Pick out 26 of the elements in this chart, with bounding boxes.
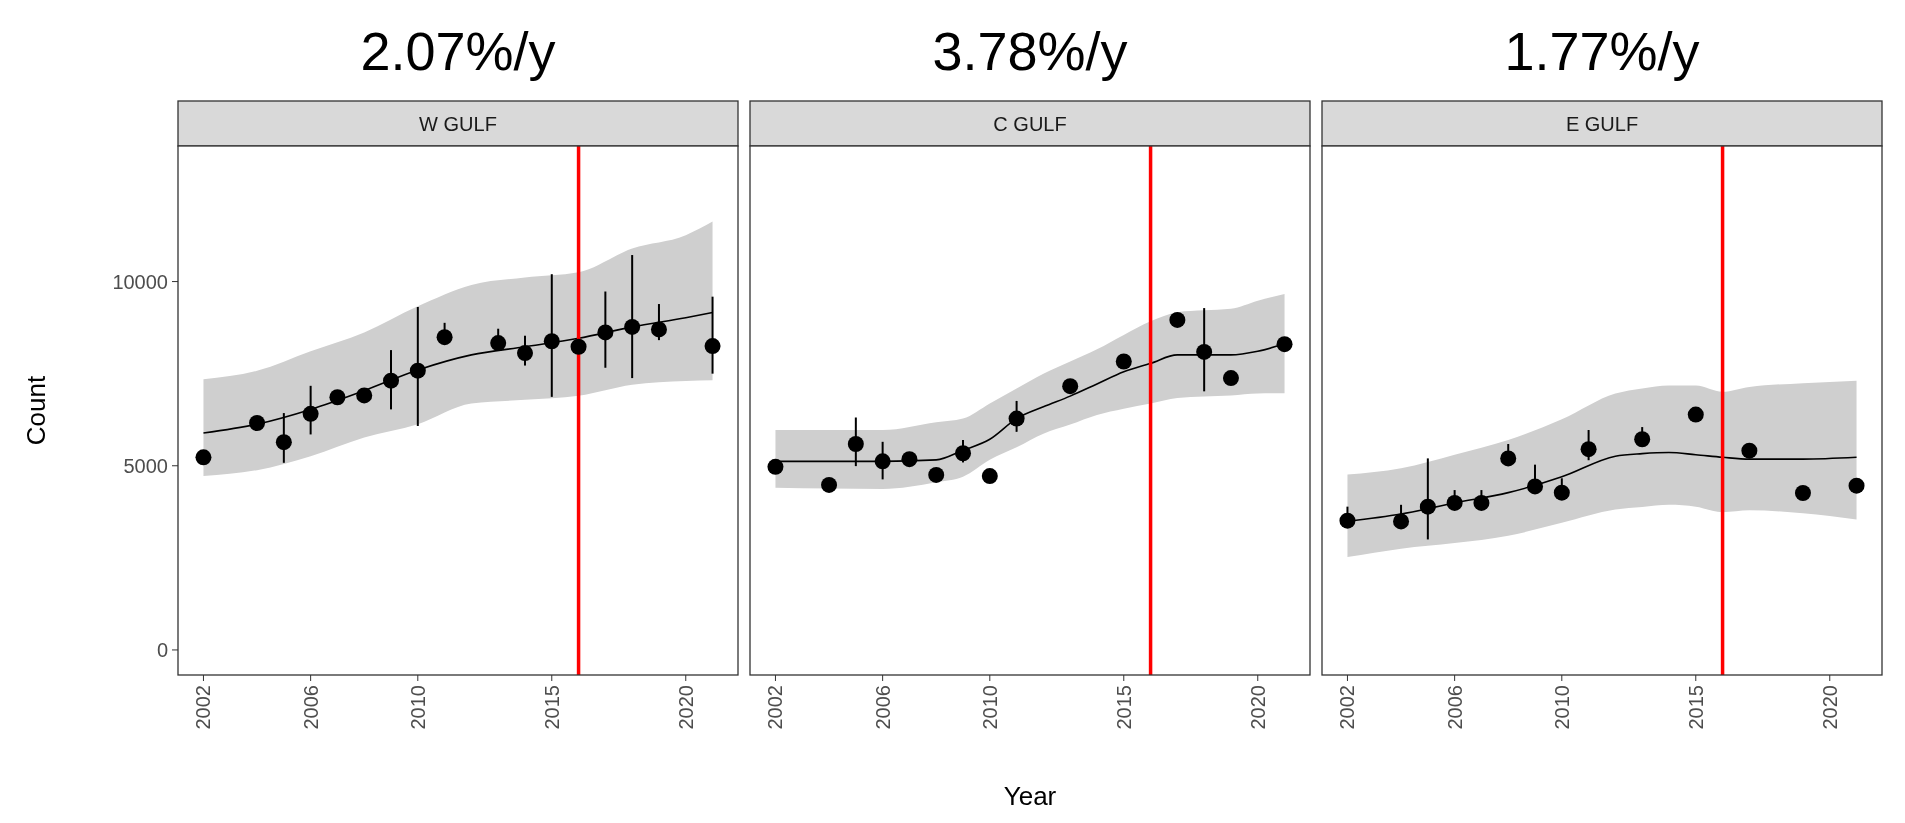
x-tick-label: 2020 xyxy=(674,685,697,730)
x-tick-label: 2015 xyxy=(1684,685,1707,730)
y-tick-label: 0 xyxy=(156,638,168,661)
x-tick-label: 2010 xyxy=(978,685,1001,730)
x-tick-label: 2020 xyxy=(1246,685,1269,730)
x-tick-label: 2006 xyxy=(1443,685,1466,730)
y-tick-label: 5000 xyxy=(123,454,168,477)
x-axis-title: Year xyxy=(1003,781,1057,811)
x-tick-label: 2010 xyxy=(406,685,429,730)
x-tick-label: 2006 xyxy=(871,685,894,730)
y-tick-label: 10000 xyxy=(112,270,168,293)
x-tick-label: 2002 xyxy=(764,685,787,730)
chart-title: 2.07%/y xyxy=(360,21,556,81)
x-tick-label: 2002 xyxy=(1336,685,1359,730)
x-tick-label: 2006 xyxy=(299,685,322,730)
x-tick-label: 2020 xyxy=(1818,685,1841,730)
x-tick-label: 2015 xyxy=(1112,685,1135,730)
x-tick-label: 2002 xyxy=(192,685,215,730)
x-tick-label: 2010 xyxy=(1550,685,1573,730)
chart-subtitle: E GULF xyxy=(1565,112,1639,135)
x-tick-label: 2015 xyxy=(540,685,563,730)
chart-title: 1.77%/y xyxy=(1504,21,1700,81)
chart-subtitle: W GULF xyxy=(419,112,497,135)
chart-subtitle: C GULF xyxy=(993,112,1067,135)
y-axis-title: Count xyxy=(21,375,51,446)
chart-title: 3.78%/y xyxy=(932,21,1128,81)
